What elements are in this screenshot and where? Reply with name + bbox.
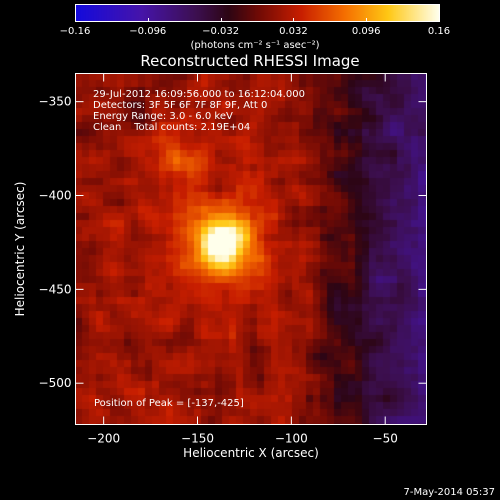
colorbar [75, 4, 440, 22]
colorbar-tick-mark [366, 18, 368, 22]
plot-area: 29-Jul-2012 16:09:56.000 to 16:12:04.000… [75, 73, 426, 424]
chart-title: Reconstructed RHESSI Image [140, 52, 360, 70]
colorbar-tick-label: −0.032 [202, 26, 240, 37]
x-tick-label: −100 [275, 432, 308, 446]
colorbar-tick-mark [220, 18, 222, 22]
y-tick-label: −350 [39, 95, 72, 109]
annotation-detectors: Detectors: 3F 5F 6F 7F 8F 9F, Att 0 [93, 100, 268, 111]
colorbar-tick-mark [75, 18, 76, 22]
colorbar-tick-label: 0.032 [279, 26, 308, 37]
colorbar-gradient [76, 5, 439, 21]
annotation-time-range: 29-Jul-2012 16:09:56.000 to 16:12:04.000 [93, 89, 305, 100]
colorbar-tick-mark [439, 18, 440, 22]
y-tick-label: −400 [39, 189, 72, 203]
x-tick-label: −150 [181, 432, 214, 446]
x-axis-title: Heliocentric X (arcsec) [183, 446, 319, 460]
annotation-peak-position: Position of Peak = [-137,-425] [94, 398, 244, 409]
x-tick-label: −200 [87, 432, 120, 446]
colorbar-tick-label: 0.16 [427, 26, 451, 37]
colorbar-tick-label: 0.096 [351, 26, 381, 37]
annotation-energy-range: Energy Range: 3.0 - 6.0 keV [93, 111, 233, 122]
colorbar-tick-mark [147, 18, 149, 22]
x-tick-label: −50 [373, 432, 398, 446]
annotation-total-counts: Clean Total counts: 2.19E+04 [93, 122, 251, 133]
colorbar-tick-label: −0.16 [59, 26, 91, 37]
y-axis-title: Heliocentric Y (arcsec) [13, 182, 27, 317]
y-tick-label: −500 [39, 376, 72, 390]
colorbar-tick-label: −0.096 [129, 26, 167, 37]
colorbar-tick-mark [293, 18, 295, 22]
y-tick-label: −450 [39, 282, 72, 296]
date-stamp: 7-May-2014 05:37 [403, 487, 495, 498]
colorbar-unit-label: (photons cm⁻² s⁻¹ asec⁻²) [190, 40, 320, 51]
